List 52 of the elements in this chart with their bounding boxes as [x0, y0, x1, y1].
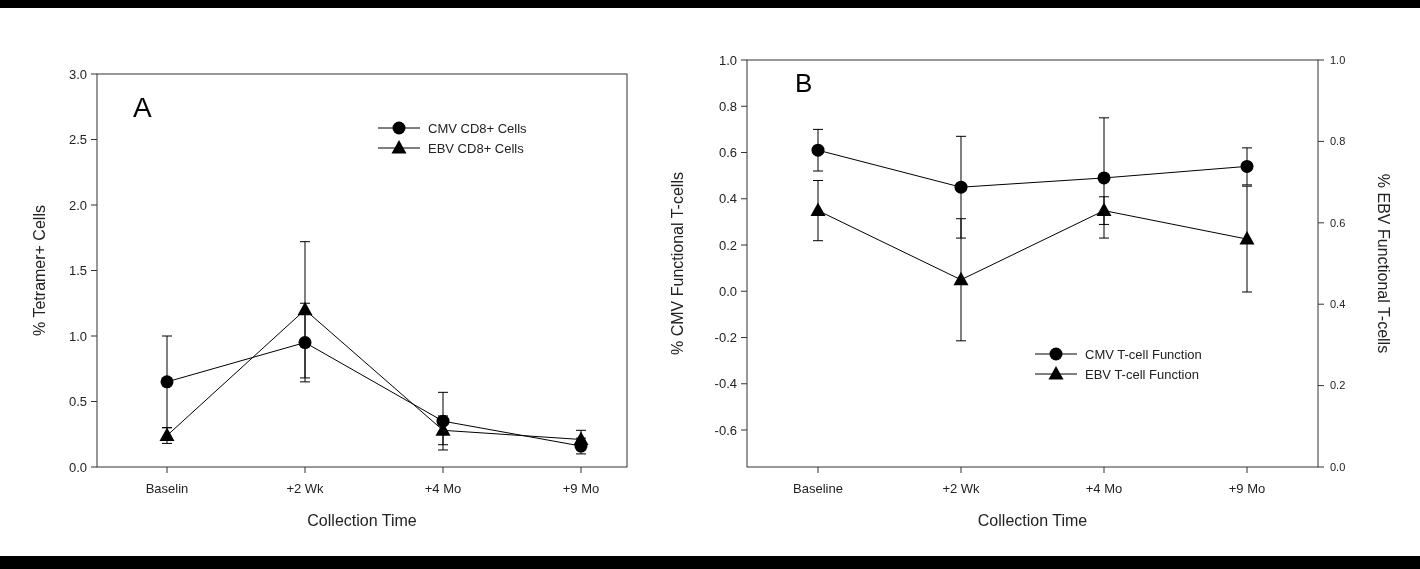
legend-label: CMV CD8+ Cells: [428, 120, 528, 136]
y-tick-label: 0.4: [718, 191, 737, 207]
legend-label: EBV T-cell Function: [1085, 366, 1199, 382]
y-tick-label: 2.5: [68, 132, 87, 148]
annotation: B: [795, 68, 813, 98]
point: [954, 180, 968, 194]
x-tick-label: +2 Wk: [286, 481, 325, 496]
y2-tick-label: 0.2: [1330, 379, 1346, 392]
point: [811, 143, 825, 157]
annotation: A: [133, 92, 152, 123]
point: [1096, 202, 1112, 217]
point: [160, 375, 174, 389]
x-tick-label: +9 Mo: [562, 481, 600, 496]
y2-tick-label: 0.6: [1330, 216, 1346, 229]
x-tick-label: +4 Mo: [424, 481, 462, 496]
y-tick-label: 0.5: [68, 394, 87, 410]
y-tick-label: 1.0: [718, 52, 737, 68]
point: [1239, 231, 1255, 245]
y2-tick-label: 0.4: [1330, 298, 1346, 311]
x-tick-label: Baselin: [145, 481, 189, 496]
y2-tick-label: 0.8: [1330, 135, 1346, 148]
point: [297, 301, 313, 316]
y-tick-label: 1.5: [68, 263, 87, 279]
point: [953, 271, 969, 286]
point: [1240, 159, 1254, 173]
y-axis-title: % CMV Functional T-cells: [669, 172, 686, 355]
y2-axis-title: % EBV Functional T-cells: [1375, 173, 1392, 354]
x-axis-title: Collection Time: [307, 512, 417, 529]
x-axis-title: Collection Time: [977, 512, 1088, 529]
y-tick-label: 1.0: [68, 328, 87, 344]
y-tick-label: 0.0: [68, 459, 87, 475]
y-tick-label: -0.4: [714, 376, 737, 392]
y2-tick-label: 0.0: [1330, 460, 1346, 473]
y-tick-label: 0.8: [718, 98, 737, 114]
y-tick-label: 0.2: [718, 237, 737, 253]
legend-label: EBV CD8+ Cells: [428, 140, 525, 156]
x-tick-label: +2 Wk: [942, 481, 981, 496]
x-tick-label: Baseline: [793, 481, 843, 496]
y-tick-label: 0.6: [718, 145, 737, 161]
y-tick-label: -0.6: [714, 422, 737, 438]
point: [573, 431, 589, 445]
point: [1097, 171, 1111, 185]
y-axis-title: % Tetramer+ Cells: [31, 205, 48, 336]
y-tick-label: 3.0: [68, 66, 87, 82]
legend-label: CMV T-cell Function: [1085, 346, 1202, 362]
x-tick-label: +9 Mo: [1228, 481, 1266, 496]
y2-tick-label: 1.0: [1330, 53, 1346, 66]
y-tick-label: 0.0: [718, 283, 737, 299]
y-tick-label: -0.2: [714, 330, 737, 346]
y-tick-label: 2.0: [68, 197, 87, 213]
point: [810, 202, 826, 217]
x-tick-label: +4 Mo: [1085, 481, 1123, 496]
